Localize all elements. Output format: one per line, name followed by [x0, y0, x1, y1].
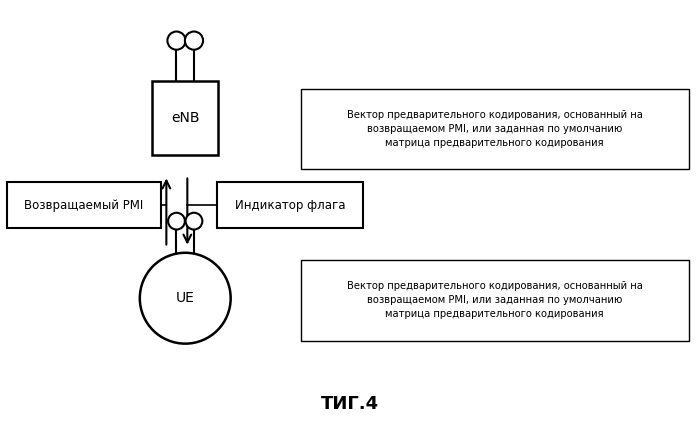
Bar [301, 89, 689, 169]
Text: Индикатор флага: Индикатор флага [235, 199, 345, 212]
Bar [7, 182, 161, 228]
Ellipse shape [186, 213, 203, 230]
Bar [301, 260, 689, 341]
Text: Возвращаемый PMI: Возвращаемый PMI [24, 199, 143, 212]
Bar [217, 182, 363, 228]
Bar [152, 82, 218, 156]
Ellipse shape [168, 213, 185, 230]
Ellipse shape [168, 32, 186, 50]
Text: eNB: eNB [171, 111, 199, 126]
Text: UE: UE [175, 291, 195, 305]
Text: ΤИГ.4: ΤИГ.4 [320, 395, 379, 413]
Ellipse shape [185, 32, 203, 50]
Ellipse shape [140, 253, 231, 343]
Text: Вектор предварительного кодирования, основанный на
возвращаемом PMI, или заданна: Вектор предварительного кодирования, осн… [347, 110, 642, 148]
Text: Вектор предварительного кодирования, основанный на
возвращаемом PMI, или заданна: Вектор предварительного кодирования, осн… [347, 281, 642, 319]
